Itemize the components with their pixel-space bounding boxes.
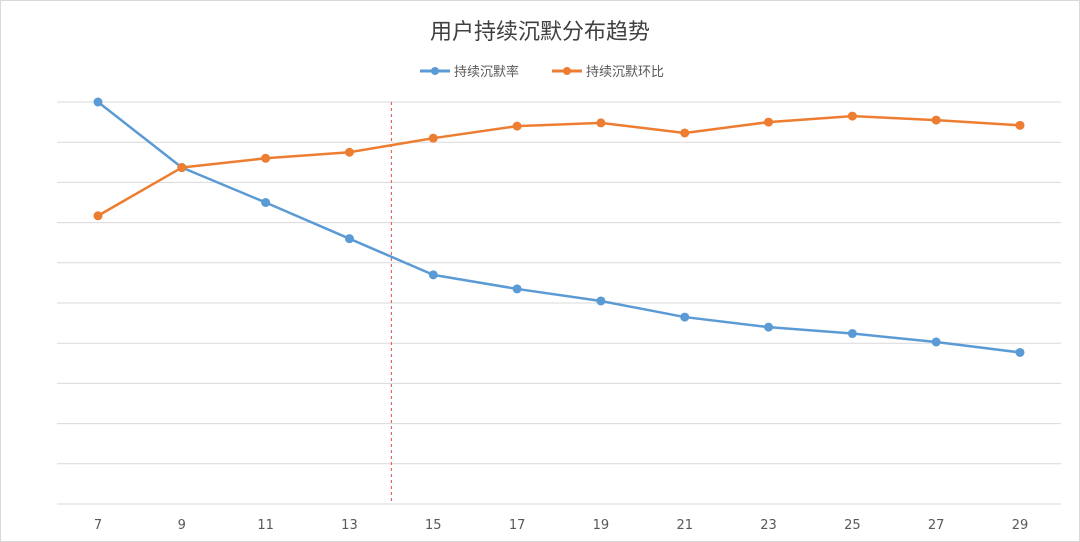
data-point [1015,120,1025,130]
data-point [93,97,103,107]
x-tick-label: 15 [425,518,442,533]
data-point [596,296,606,306]
data-point [847,111,857,121]
x-tick-label: 27 [928,518,945,533]
data-point [93,211,103,221]
x-tick-label: 23 [760,518,777,533]
data-point [177,163,187,173]
chart-title: 用户持续沉默分布趋势 [430,20,650,45]
x-tick-label: 21 [676,518,693,533]
data-point [931,337,941,347]
data-point [680,128,690,138]
series-layer [93,97,1025,357]
series-1 [93,97,1025,357]
data-point [1015,347,1025,357]
data-point [261,198,271,207]
data-point [428,133,438,143]
data-point [596,118,606,128]
x-tick-label: 13 [341,518,358,533]
legend-label: 持续沉默率 [454,64,519,80]
data-point [680,312,690,322]
legend-swatch-marker [563,67,571,75]
series-2 [93,111,1025,221]
legend: 持续沉默率 持续沉默环比 [420,64,664,80]
legend-swatch-marker [431,67,439,75]
x-tick-label: 11 [257,518,274,533]
data-point [512,121,522,131]
series-line [96,114,1022,218]
data-point [428,270,438,280]
x-tick-label: 19 [593,518,610,533]
series-line [96,100,1022,354]
x-tick-label: 7 [94,518,102,533]
data-point [512,284,522,294]
data-point [261,153,271,163]
gridlines [57,101,1061,505]
legend-item-series-2: 持续沉默环比 [552,64,664,80]
data-point [344,234,354,244]
data-point [764,322,774,332]
x-tick-label: 17 [509,518,526,533]
legend-item-series-1: 持续沉默率 [420,64,519,80]
legend-label: 持续沉默环比 [586,64,664,80]
x-axis-ticks: 7 9 11 13 15 17 19 21 23 25 27 29 [94,518,1028,533]
data-point [764,117,774,127]
data-point [847,329,857,339]
data-point [344,147,354,157]
data-point [931,115,941,125]
x-tick-label: 29 [1012,518,1029,533]
x-tick-label: 25 [844,518,861,533]
x-tick-label: 9 [178,518,186,533]
